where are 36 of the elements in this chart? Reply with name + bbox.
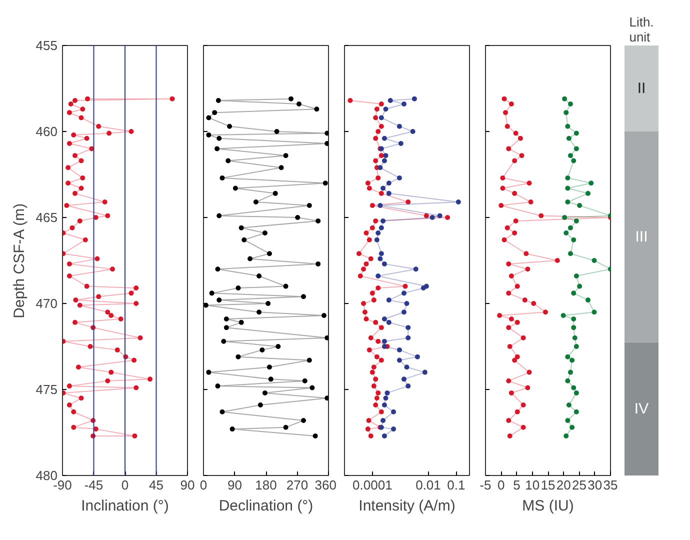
x-tick-label: 10 <box>525 478 540 492</box>
series-label: III <box>635 228 648 246</box>
x-tick-label: 0.01 <box>416 478 441 492</box>
x-tick-label: 15 <box>540 478 556 492</box>
x-tick-label: 45 <box>149 478 164 492</box>
y-tick-label: 480 <box>36 468 58 483</box>
x-tick-label: 90 <box>228 478 242 492</box>
y-tick-label: 455 <box>36 38 58 53</box>
x-tick-label: 35 <box>603 478 618 492</box>
chart-title: Lith. unit <box>629 14 654 44</box>
series-label: II <box>637 80 646 97</box>
x-tick-label: 360 <box>314 478 337 492</box>
x-tick-label: 90 <box>180 478 195 492</box>
x-tick-label: 5 <box>513 478 520 492</box>
x-tick-label: 0 <box>121 478 129 492</box>
x-tick-label: 30 <box>588 478 602 492</box>
x-tick-label: 0.0001 <box>352 478 392 492</box>
x-tick-label: 20 <box>556 478 571 492</box>
y-tick-label: 470 <box>36 296 58 311</box>
y-tick-label: 460 <box>36 124 58 139</box>
x-axis-title: Intensity (A/m) <box>358 498 456 514</box>
x-axis-title: Inclination (°) <box>81 498 169 514</box>
x-tick-label: 0 <box>200 478 208 492</box>
series-label: IV <box>634 400 649 418</box>
x-tick-label: 180 <box>255 478 277 492</box>
x-tick-label: 0 <box>498 478 505 492</box>
x-axis-title: Declination (°) <box>218 498 314 514</box>
x-tick-label: -5 <box>480 478 492 492</box>
x-tick-label: 270 <box>286 478 308 492</box>
y-tick-label: 475 <box>36 382 58 397</box>
x-tick-label: 0.1 <box>447 478 466 492</box>
x-tick-label: -45 <box>84 478 104 492</box>
x-tick-label: 25 <box>572 478 586 492</box>
x-axis-title: MS (IU) <box>522 498 574 514</box>
y-axis-title: Depth CSF-A (m) <box>10 203 28 318</box>
y-tick-label: 465 <box>36 210 58 225</box>
